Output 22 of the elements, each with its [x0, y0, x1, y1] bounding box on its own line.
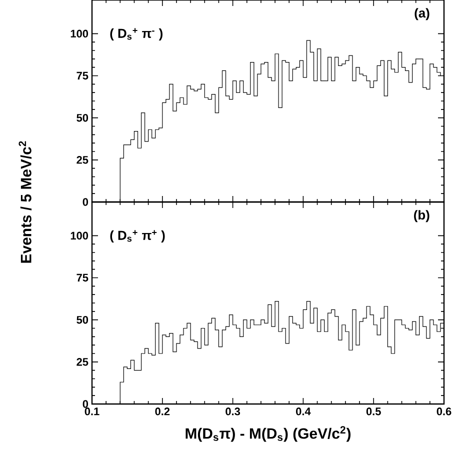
- x-axis-title: M(D$_{s}$π) - M(D$_{s}$) (GeV/c$^{2}$): [186, 426, 351, 442]
- annotation: (a): [414, 8, 430, 20]
- annotation: ( D$_{s}$$^{+}$ π$^{+}$ ): [110, 230, 165, 243]
- y-tick-label: 25: [76, 358, 88, 366]
- x-tick-label: 0.4: [296, 408, 311, 416]
- x-tick-label: 0.3: [226, 408, 240, 416]
- y-axis-title: Events / 5 MeV/c$^{2}$: [18, 141, 32, 263]
- y-tick-label: 50: [76, 316, 88, 324]
- y-tick-label: 100: [70, 30, 88, 38]
- y-tick-label: 25: [76, 156, 88, 164]
- y-tick-label: 0: [82, 400, 88, 408]
- y-tick-label: 75: [76, 274, 88, 282]
- y-tick-label: 50: [76, 114, 88, 122]
- x-tick-label: 0.2: [155, 408, 170, 416]
- annotation: (b): [414, 210, 430, 222]
- y-tick-label: 100: [70, 232, 88, 240]
- annotation: ( D$_{s}$$^{+}$ π$^{-}$ ): [110, 28, 162, 41]
- x-tick-label: 0.1: [84, 408, 100, 416]
- y-tick-label: 75: [76, 72, 88, 80]
- x-tick-label: 0.6: [436, 408, 452, 416]
- y-tick-label: 0: [82, 198, 88, 206]
- x-tick-label: 0.5: [366, 408, 381, 416]
